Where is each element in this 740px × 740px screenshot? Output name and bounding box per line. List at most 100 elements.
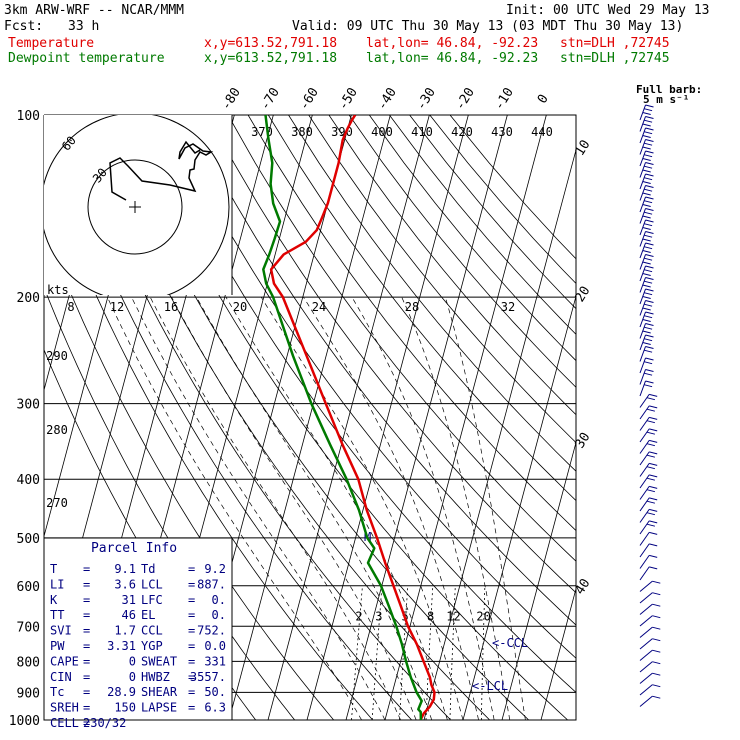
wind-barb-flag bbox=[643, 188, 653, 192]
wind-barb-flag bbox=[652, 592, 661, 596]
wind-barb-flag bbox=[643, 200, 653, 204]
wind-barb-staff bbox=[639, 369, 646, 385]
parcel-info-value: 0. bbox=[212, 608, 226, 622]
parcel-info-eq: = bbox=[83, 608, 90, 622]
wind-barb bbox=[639, 196, 654, 213]
wind-barb bbox=[639, 334, 654, 351]
parcel-info-value: 230/32 bbox=[83, 716, 126, 730]
wind-barb-staff bbox=[639, 509, 650, 523]
wind-barb-flag bbox=[646, 454, 656, 458]
wind-barb-flag bbox=[642, 342, 651, 345]
isotherm-label: 20 bbox=[573, 284, 594, 305]
wind-barb-flag bbox=[643, 154, 653, 158]
parcel-info-value: 28.9 bbox=[107, 685, 136, 699]
wind-barb bbox=[639, 580, 661, 592]
pressure-label-900: 900 bbox=[17, 686, 40, 701]
wind-barb bbox=[639, 369, 654, 385]
fcst-value: 33 h bbox=[68, 19, 100, 34]
wind-barb-flag bbox=[645, 334, 654, 338]
wind-barb-flag bbox=[643, 372, 653, 376]
isotherm-label: 10 bbox=[573, 138, 594, 159]
moist-adiabat-line bbox=[260, 296, 464, 720]
wind-barb-staff bbox=[639, 638, 653, 650]
wind-barb-flag bbox=[645, 196, 654, 200]
wind-barb-flag bbox=[643, 211, 653, 215]
wind-barb-flag bbox=[649, 474, 658, 478]
parcel-info-key: SWEAT bbox=[141, 654, 177, 668]
wind-barb-flag bbox=[649, 508, 658, 512]
wind-barb bbox=[639, 638, 661, 650]
pressure-label-400: 400 bbox=[17, 473, 40, 488]
wind-barb bbox=[639, 554, 658, 569]
wind-barb bbox=[639, 380, 654, 397]
parcel-info-key: Tc bbox=[50, 685, 64, 699]
wind-barb-staff bbox=[639, 566, 650, 581]
wind-barb-flag bbox=[645, 265, 654, 269]
isotherm-label: -10 bbox=[492, 85, 517, 113]
isotherm-line bbox=[462, 294, 576, 720]
hodograph-trace bbox=[109, 140, 214, 201]
wind-barb bbox=[639, 242, 654, 259]
wind-barb-flag bbox=[642, 123, 651, 127]
moist-adiabat-line bbox=[225, 296, 448, 720]
wind-barb-staff bbox=[639, 417, 650, 431]
wind-barb-flag bbox=[645, 219, 654, 223]
parcel-info-eq: = bbox=[83, 577, 90, 591]
isotherm-label: -70 bbox=[258, 85, 283, 113]
wind-barb-flag bbox=[649, 554, 658, 558]
wind-barb bbox=[639, 265, 654, 282]
wind-barb-staff bbox=[639, 486, 650, 500]
parcel-info-value: 3.6 bbox=[114, 577, 136, 591]
wind-barb-staff bbox=[639, 672, 653, 684]
wind-barb bbox=[639, 462, 658, 477]
parcel-info-key: EL bbox=[141, 608, 155, 622]
parcel-info-eq: = bbox=[83, 624, 90, 638]
wind-barb-staff bbox=[639, 649, 653, 661]
dry-adiabat-line bbox=[146, 115, 576, 693]
wind-barb bbox=[639, 684, 661, 696]
theta-e-label: 430 bbox=[491, 125, 513, 139]
parcel-info-key: SHEAR bbox=[141, 685, 178, 699]
parcel-info-key: K bbox=[50, 593, 58, 607]
wind-barb-flag bbox=[645, 173, 654, 177]
isotherm-line bbox=[423, 148, 576, 720]
wind-barb-flag bbox=[643, 246, 653, 250]
parcel-info-eq: = bbox=[83, 685, 90, 699]
wind-barb-flag bbox=[649, 462, 658, 466]
wind-barb-flag bbox=[643, 142, 653, 146]
wind-barb-flag bbox=[646, 523, 656, 527]
wind-barb-flag bbox=[642, 296, 651, 299]
hodograph-panel bbox=[44, 115, 232, 295]
wind-barb bbox=[639, 127, 654, 144]
dry-adiabat-line bbox=[227, 115, 576, 562]
wind-barb-flag bbox=[645, 116, 654, 119]
wind-barb-flag bbox=[642, 135, 651, 138]
parcel-info-eq: = bbox=[83, 716, 90, 730]
wind-barb-flag bbox=[645, 357, 654, 361]
wind-barb-staff bbox=[639, 497, 650, 512]
wind-barb bbox=[639, 357, 654, 374]
wind-barb-flag bbox=[646, 443, 656, 447]
wind-barb-flag bbox=[643, 177, 653, 181]
mixing-ratio-line bbox=[351, 585, 363, 720]
wind-barb-flag bbox=[642, 192, 651, 196]
parcel-info-value: 6.3 bbox=[204, 701, 226, 715]
wind-barb bbox=[639, 566, 658, 581]
moist-adiabat-line bbox=[303, 296, 479, 720]
parcel-info-key: CIN bbox=[50, 670, 72, 684]
wind-barb-flag bbox=[646, 431, 656, 435]
wind-barb-flag bbox=[643, 269, 653, 273]
wind-barb-flag bbox=[642, 273, 651, 276]
parcel-info-eq: = bbox=[188, 577, 195, 591]
moist-adiabat-line bbox=[107, 296, 362, 720]
wind-barb-staff bbox=[639, 543, 650, 558]
parcel-info-value: 9.2 bbox=[204, 562, 226, 576]
wind-barb bbox=[639, 439, 658, 454]
wind-barb-flag bbox=[643, 315, 653, 319]
dry-adiabat-line bbox=[126, 115, 568, 720]
wind-barb-flag bbox=[649, 497, 658, 501]
parcel-info-value: 3.31 bbox=[107, 639, 136, 653]
dewpoint-profile bbox=[262, 115, 423, 720]
hodograph-speed-label: 24 bbox=[312, 300, 326, 314]
wind-barb-flag bbox=[645, 311, 654, 315]
